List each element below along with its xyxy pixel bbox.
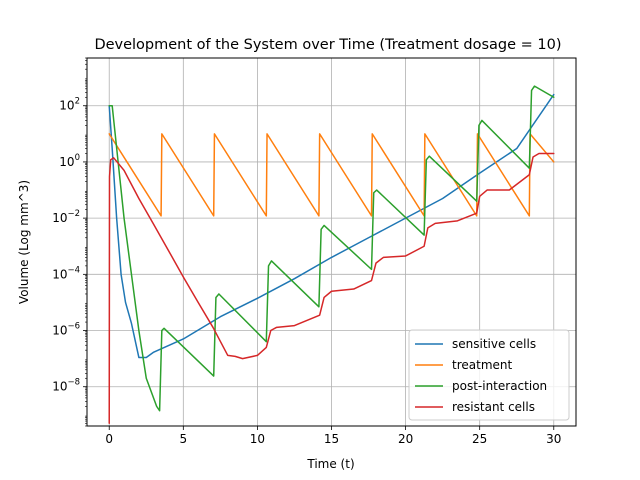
- x-tick-label: 25: [472, 432, 487, 446]
- y-tick-label: 102: [59, 97, 80, 113]
- series-line-post-interaction: [108, 85, 555, 412]
- legend-label-post-interaction: post-interaction: [452, 379, 547, 393]
- y-axis-label: Volume (Log mm^3): [17, 180, 31, 304]
- grid: [87, 58, 576, 426]
- chart-title: Development of the System over Time (Tre…: [94, 37, 561, 53]
- legend: sensitive cells treatment post-interaction…: [408, 329, 570, 421]
- legend-frame: [408, 329, 570, 421]
- x-tick-label: 5: [179, 432, 187, 446]
- legend-label-resistant-cells: resistant cells: [452, 400, 535, 414]
- axis-ticks: 0 5 10 15 20 25 30 10−8 10−6 10−4 10−2 100 102: [52, 57, 561, 446]
- series-line-resistant-cells: [108, 152, 555, 425]
- y-tick-label: 10−4: [52, 265, 80, 281]
- series-line-treatment: [108, 133, 555, 217]
- legend-label-sensitive-cells: sensitive cells: [452, 337, 536, 351]
- x-tick-label: 30: [546, 432, 561, 446]
- x-tick-label: 10: [250, 432, 265, 446]
- series-line-sensitive-cells: [108, 93, 555, 359]
- y-tick-label: 10−2: [52, 209, 80, 225]
- legend-label-treatment: treatment: [452, 358, 512, 372]
- y-tick-label: 100: [59, 153, 80, 169]
- x-tick-label: 0: [105, 432, 113, 446]
- y-tick-label: 10−6: [52, 322, 80, 338]
- series-layer: [108, 85, 555, 425]
- x-tick-label: 20: [398, 432, 413, 446]
- y-tick-label: 10−8: [52, 378, 80, 394]
- x-axis-label: Time (t): [306, 457, 354, 471]
- x-tick-label: 15: [324, 432, 339, 446]
